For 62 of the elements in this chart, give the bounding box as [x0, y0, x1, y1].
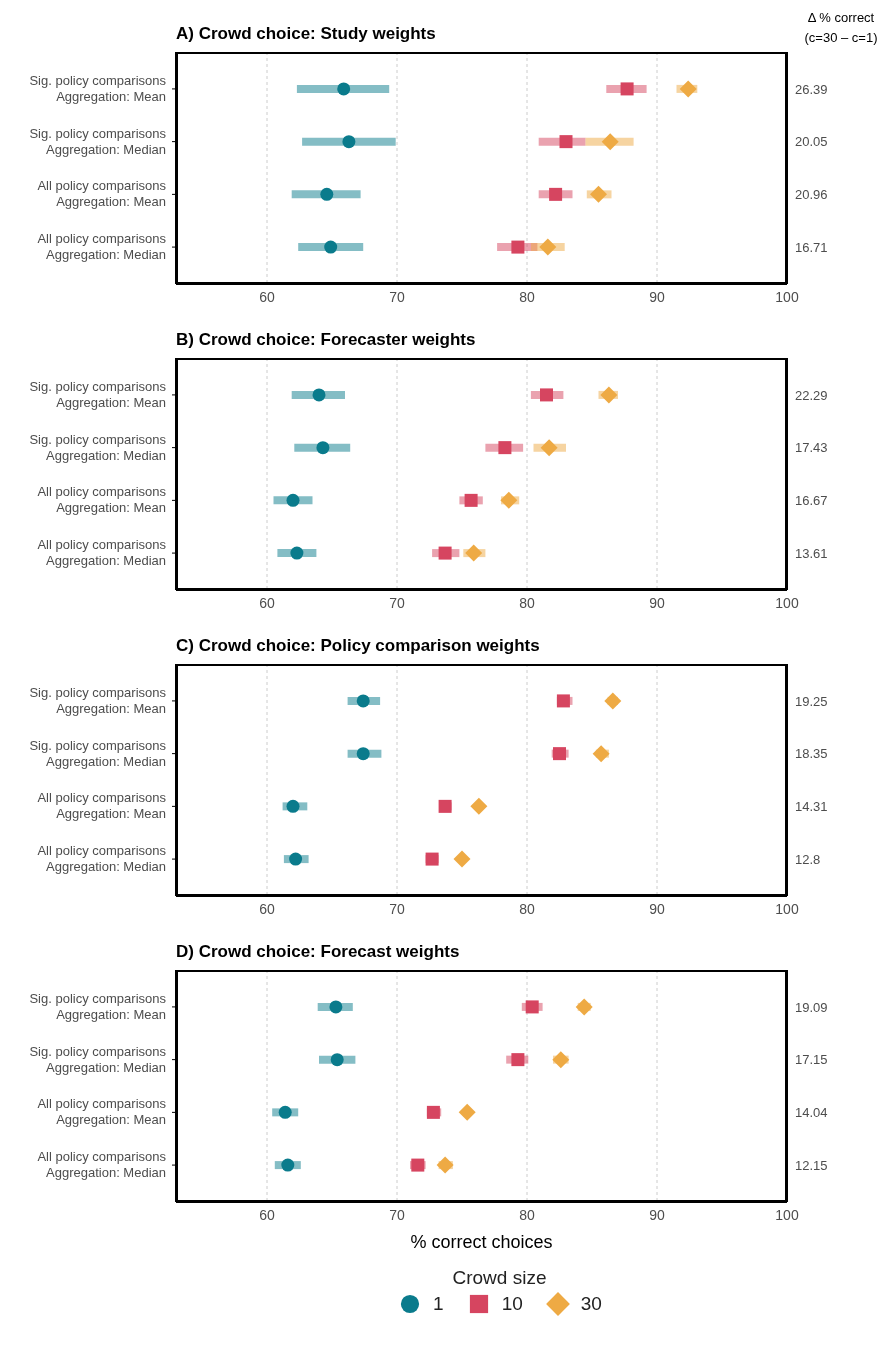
legend-label: 30 [580, 1293, 602, 1315]
y-tick-label: Sig. policy comparisons Aggregation: Median [29, 737, 167, 769]
x-tick-label: 90 [649, 594, 665, 611]
y-tick-label: All policy comparisons Aggregation: Mean [37, 178, 167, 210]
y2-tick-label: 20.96 [795, 186, 828, 202]
y-tick-label: Sig. policy comparisons Aggregation: Mean [29, 72, 167, 104]
x-tick-label: 60 [259, 900, 275, 917]
x-tick-label: 100 [775, 1206, 799, 1223]
y-tick-label: All policy comparisons Aggregation: Median [37, 537, 167, 569]
y-tick-label: Sig. policy comparisons Aggregation: Mean [29, 378, 167, 410]
x-axis-title: % correct choices [409, 1232, 554, 1253]
y2-tick-label: 22.29 [795, 387, 828, 403]
y2-tick-label: 12.15 [795, 1157, 828, 1173]
chart-title: C) Crowd choice: Policy comparison weights [175, 636, 541, 657]
y-tick-label: Sig. policy comparisons Aggregation: Median [29, 431, 167, 463]
y-tick-label: Sig. policy comparisons Aggregation: Median [29, 125, 167, 157]
x-tick-label: 100 [775, 288, 799, 305]
y-tick-label: All policy comparisons Aggregation: Mean [37, 790, 167, 822]
x-tick-label: 90 [649, 288, 665, 305]
chart-title: B) Crowd choice: Forecaster weights [175, 330, 477, 351]
y-tick-label: All policy comparisons Aggregation: Mean [37, 1096, 167, 1128]
y-tick-label: All policy comparisons Aggregation: Median [37, 231, 167, 263]
y2-tick-label: 16.67 [795, 492, 828, 508]
y-tick-label: All policy comparisons Aggregation: Mean [37, 484, 167, 516]
legend-label: 1 [433, 1293, 444, 1315]
y2-tick-label: 18.35 [795, 746, 828, 762]
y-tick-label: Sig. policy comparisons Aggregation: Mean [29, 684, 167, 716]
legend-label: 10 [501, 1293, 523, 1315]
x-tick-label: 60 [259, 288, 275, 305]
x-tick-label: 80 [519, 900, 535, 917]
y2-tick-label: 20.05 [795, 134, 828, 150]
y2-tick-label: 26.39 [795, 81, 828, 97]
x-tick-label: 70 [389, 1206, 405, 1223]
x-tick-label: 70 [389, 594, 405, 611]
x-tick-label: 70 [389, 900, 405, 917]
y-tick-label: Sig. policy comparisons Aggregation: Median [29, 1043, 167, 1075]
x-tick-label: 100 [775, 594, 799, 611]
x-tick-label: 100 [775, 900, 799, 917]
x-tick-label: 80 [519, 288, 535, 305]
x-tick-label: 80 [519, 594, 535, 611]
x-tick-label: 70 [389, 288, 405, 305]
y2-tick-label: 14.04 [795, 1104, 828, 1120]
y2-tick-label: 17.15 [795, 1052, 828, 1068]
x-tick-label: 90 [649, 900, 665, 917]
chart-title: A) Crowd choice: Study weights [175, 24, 437, 45]
y-tick-label: All policy comparisons Aggregation: Median [37, 1149, 167, 1181]
x-tick-label: 80 [519, 1206, 535, 1223]
y2-tick-label: 17.43 [795, 440, 828, 456]
y2-tick-label: 19.25 [795, 693, 828, 709]
x-tick-label: 60 [259, 594, 275, 611]
y2-tick-label: 19.09 [795, 999, 828, 1015]
y2-tick-label: 14.31 [795, 798, 828, 814]
legend-title: Crowd size [451, 1267, 548, 1289]
chart-title: D) Crowd choice: Forecast weights [175, 942, 461, 963]
y2-tick-label: 12.8 [795, 851, 821, 867]
y2-tick-label: 13.61 [795, 545, 828, 561]
y-tick-label: Sig. policy comparisons Aggregation: Mean [29, 990, 167, 1022]
y-tick-label: All policy comparisons Aggregation: Median [37, 843, 167, 875]
y2-tick-label: 16.71 [795, 239, 828, 255]
y2-axis-title: Δ % correct (c=30 – c=1) [803, 9, 879, 47]
x-tick-label: 60 [259, 1206, 275, 1223]
x-tick-label: 90 [649, 1206, 665, 1223]
